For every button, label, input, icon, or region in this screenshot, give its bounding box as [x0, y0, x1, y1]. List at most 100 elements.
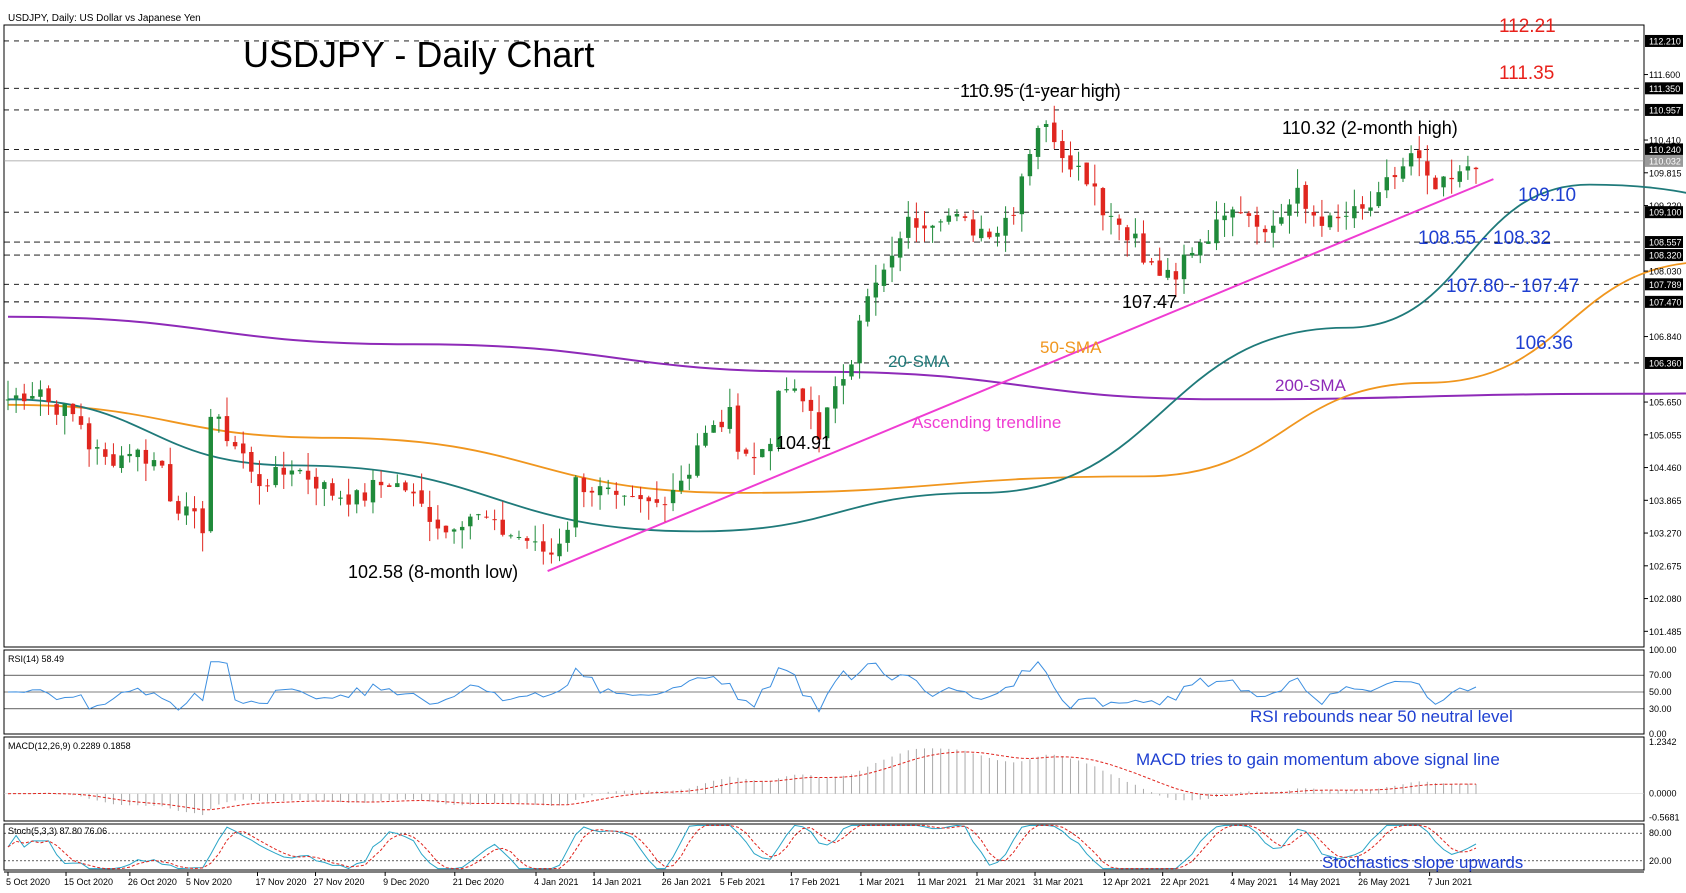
price-tag-bg [1645, 249, 1683, 262]
macd-histogram [15, 748, 1477, 816]
candle [1100, 186, 1106, 231]
candle [1254, 206, 1260, 245]
candle [346, 478, 351, 517]
candle [313, 468, 319, 506]
rsi-tick-label: 50.00 [1649, 687, 1672, 697]
candle [435, 505, 441, 540]
candle [1368, 191, 1373, 217]
candle [808, 386, 814, 430]
candle [1076, 151, 1081, 181]
price-tick-label: 105.055 [1649, 430, 1682, 440]
price-tick-label: 108.320 [1649, 251, 1682, 261]
candle [1376, 181, 1381, 209]
macd-signal-line [7, 751, 1476, 811]
candle [1092, 164, 1098, 206]
date-tick-label: 27 Nov 2020 [314, 877, 365, 887]
sma-20-layer [7, 183, 1686, 533]
candle [38, 380, 43, 416]
date-tick-label: 1 Mar 2021 [859, 877, 905, 887]
candle [386, 483, 392, 487]
candle [646, 495, 651, 520]
candle [1141, 220, 1146, 265]
candle [1206, 230, 1211, 244]
candle [54, 400, 59, 425]
label-112-21: 112.21 [1499, 16, 1556, 37]
candle [1441, 176, 1446, 197]
rsi-layer: 100.00 70.00 50.00 30.00 0.00 [4, 645, 1677, 739]
price-tick-label: 108.557 [1649, 238, 1682, 248]
candle [727, 388, 733, 434]
candle [1165, 257, 1171, 281]
candle [159, 460, 165, 469]
price-tick-label: 111.600 [1649, 70, 1680, 80]
candle [1238, 196, 1244, 215]
candle [1116, 214, 1122, 241]
macd-tick-label: 1.2342 [1649, 737, 1677, 747]
candle [395, 474, 400, 488]
candle [354, 489, 359, 514]
candle [857, 314, 862, 379]
label-104-91-low: 104.91 [776, 433, 831, 453]
price-tick-label: 103.270 [1649, 529, 1682, 539]
candle [1043, 120, 1049, 143]
ascending-trendline [547, 178, 1494, 572]
stoch-header: Stoch(5,3,3) 87.80 76.06 [8, 826, 107, 836]
50-sma-line [7, 262, 1686, 494]
candle [224, 397, 230, 447]
candle [30, 382, 35, 400]
candle [378, 470, 384, 498]
date-tick-label: 5 Feb 2021 [720, 877, 766, 887]
candle [419, 473, 424, 507]
price-tick-label: 106.360 [1649, 358, 1682, 368]
stoch-tick-label: 80.00 [1649, 828, 1672, 838]
candle [1125, 224, 1130, 257]
price-tag-bg [1645, 356, 1683, 369]
price-tick-label: 110.240 [1649, 145, 1681, 155]
candle [1214, 201, 1219, 251]
candle [557, 528, 562, 562]
200-sma-line [7, 315, 1686, 401]
candle [1181, 244, 1187, 294]
candles-layer [5, 105, 1479, 565]
candle [954, 209, 960, 222]
candle [946, 208, 952, 225]
candle [962, 213, 968, 222]
candle [987, 228, 992, 240]
candle [111, 443, 116, 468]
candle [784, 377, 789, 393]
candle [1392, 166, 1398, 190]
candle [22, 383, 27, 410]
candle [508, 533, 514, 539]
date-tick-label: 14 Jan 2021 [592, 877, 642, 887]
candle [78, 403, 84, 430]
price-tick-label: 102.080 [1649, 594, 1682, 604]
candle [127, 444, 132, 463]
date-tick-label: 21 Dec 2020 [453, 877, 504, 887]
candle [800, 387, 806, 413]
macd-tick-label: 0.0000 [1649, 789, 1677, 799]
label-109-10: 109.10 [1518, 185, 1576, 206]
date-tick-label: 26 Jan 2021 [662, 877, 712, 887]
candle [427, 490, 432, 542]
candle [1295, 169, 1300, 217]
candle [167, 447, 173, 502]
candle [662, 496, 668, 522]
stoch-layer: 80.00 20.00 [4, 824, 1672, 870]
price-panel [3, 24, 1645, 648]
price-tick-label: 109.815 [1649, 168, 1682, 178]
candle [897, 231, 903, 272]
candle [889, 236, 895, 283]
rsi-tick-label: 70.00 [1649, 670, 1672, 680]
price-tick-label: 109.220 [1649, 201, 1682, 211]
label-111-35: 111.35 [1499, 63, 1554, 84]
candle [362, 483, 368, 507]
candle [1173, 262, 1179, 297]
candle [297, 468, 303, 474]
candle [1287, 199, 1292, 234]
price-tick-label: 103.865 [1649, 496, 1682, 506]
label-50-sma: 50-SMA [1040, 338, 1102, 357]
candle [760, 448, 765, 458]
rsi-line [7, 661, 1477, 713]
candle [1303, 181, 1308, 224]
candle [1149, 258, 1154, 266]
